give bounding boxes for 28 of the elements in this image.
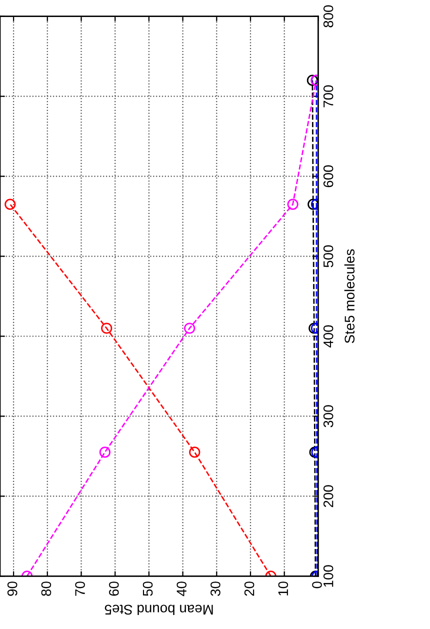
y-tick-label: 100: [323, 565, 334, 587]
x-tick-label: 80: [41, 582, 52, 596]
point: [4, 198, 16, 210]
x-tick-label: 10: [278, 582, 288, 596]
x-tick-label: 40: [176, 582, 187, 596]
x-tick-label: 70: [75, 582, 85, 596]
point: [308, 198, 318, 210]
y-tick-label: 700: [323, 85, 334, 108]
x-tick-label: 0: [312, 582, 322, 588]
x-tick-label: 30: [210, 582, 220, 596]
y-tick-label: 300: [323, 405, 334, 428]
y-axis-title: Ste5 molecules: [344, 249, 355, 344]
y-tick-label: 200: [323, 485, 334, 508]
point: [189, 446, 200, 458]
y-tick-label: 400: [323, 325, 334, 348]
x-axis-title: Mean bound Ste5: [104, 604, 213, 615]
point: [287, 198, 298, 210]
y-tick-label: 600: [323, 165, 334, 188]
point: [184, 322, 196, 334]
point: [306, 74, 318, 86]
x-tick-label: 50: [142, 582, 153, 596]
x-tick-label: 20: [244, 582, 254, 596]
point: [99, 446, 110, 458]
x-tick-label: 60: [108, 582, 119, 596]
y-tick-label: 800: [323, 5, 334, 28]
y-tick-label: 500: [323, 245, 334, 268]
point: [101, 322, 112, 334]
x-tick-label: 90: [7, 582, 18, 596]
